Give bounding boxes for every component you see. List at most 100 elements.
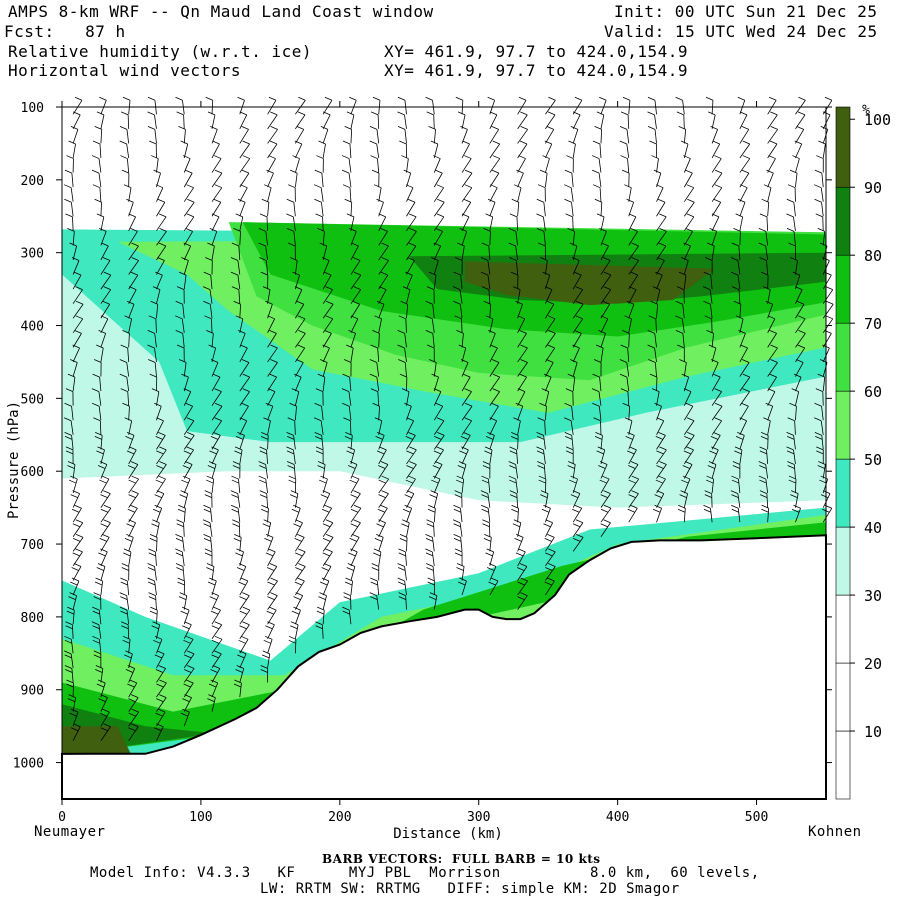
colorbar-label: 100 <box>864 111 891 129</box>
barb-staff <box>182 333 185 348</box>
wind-barb <box>460 359 469 377</box>
barb-staff <box>126 158 130 173</box>
wind-barb <box>156 213 167 232</box>
barb-staff <box>183 231 193 246</box>
barb-staff <box>627 347 630 362</box>
barb-flag <box>341 169 350 174</box>
barb-staff <box>156 274 163 290</box>
barb-flag <box>321 567 329 571</box>
barb-flag <box>517 581 525 586</box>
barb-flag <box>207 465 216 469</box>
barb-flag <box>425 537 434 542</box>
barb-flag <box>591 155 600 159</box>
barb-flag <box>205 257 213 261</box>
wind-barb <box>622 330 630 348</box>
barb-staff <box>572 143 576 159</box>
wind-barb <box>239 169 250 188</box>
barb-flag <box>322 490 330 494</box>
barb-flag <box>176 286 185 291</box>
barb-staff <box>488 289 491 304</box>
wind-barb <box>427 577 436 596</box>
barb-staff <box>294 420 296 435</box>
barb-flag <box>295 552 303 557</box>
barb-staff <box>628 216 637 232</box>
barb-flag <box>286 431 294 436</box>
barb-flag <box>147 563 155 567</box>
barb-flag <box>509 257 517 261</box>
barb-flag <box>288 475 296 480</box>
wind-barb <box>317 461 326 479</box>
barb-flag <box>210 126 218 130</box>
wind-barb <box>183 635 194 654</box>
barb-flag <box>67 465 75 469</box>
barb-flag <box>763 184 772 189</box>
barb-staff <box>154 566 157 581</box>
wind-barb <box>322 533 334 552</box>
y-tick-label: 1000 <box>13 757 44 772</box>
barb-flag <box>124 537 133 542</box>
barb-staff <box>100 697 108 712</box>
barb-staff <box>293 464 296 479</box>
wind-barb <box>787 417 796 435</box>
wind-barb <box>675 330 685 348</box>
barb-flag <box>427 508 436 513</box>
barb-flag <box>154 504 162 509</box>
barb-staff <box>322 566 332 581</box>
wind-barb <box>182 461 193 479</box>
wind-barb <box>147 577 157 596</box>
barb-flag <box>314 169 323 174</box>
barb-staff <box>128 231 138 246</box>
barb-flag <box>816 155 824 159</box>
wind-barb <box>125 665 136 683</box>
wind-barb <box>175 330 185 348</box>
wind-barb <box>759 446 769 464</box>
wind-barb <box>91 169 102 188</box>
barb-staff <box>406 464 417 479</box>
wind-barb <box>96 344 104 363</box>
barb-flag <box>770 359 778 363</box>
wind-barb <box>341 169 352 188</box>
barb-flag <box>69 242 77 247</box>
barb-flag <box>454 490 462 494</box>
wind-barb <box>155 665 166 683</box>
wind-barb <box>147 344 157 363</box>
barb-flag <box>520 592 528 596</box>
barb-flag <box>128 727 136 732</box>
wind-barb <box>96 563 106 581</box>
wind-barb <box>207 694 216 712</box>
barb-flag <box>547 111 556 116</box>
wind-barb <box>370 111 380 129</box>
barb-flag <box>290 490 299 494</box>
barb-flag <box>267 315 275 320</box>
barb-flag <box>433 242 441 247</box>
wind-barb <box>121 563 130 581</box>
wind-barb <box>710 431 721 450</box>
wind-barb <box>788 475 797 494</box>
barb-flag <box>591 388 600 393</box>
wind-barb <box>455 257 463 275</box>
barb-flag <box>94 581 103 586</box>
barb-flag <box>436 213 445 218</box>
wind-barb <box>627 504 638 523</box>
barb-staff <box>295 551 306 567</box>
barb-staff <box>489 435 495 450</box>
wind-barb <box>208 344 217 363</box>
wind-barb <box>67 373 76 392</box>
barb-flag <box>437 198 445 203</box>
barb-flag <box>492 140 500 145</box>
barb-flag <box>208 694 216 698</box>
barb-staff <box>183 143 189 159</box>
barb-staff <box>572 289 583 304</box>
wind-barb <box>489 373 501 392</box>
barb-staff <box>128 420 133 435</box>
barb-flag <box>348 552 356 557</box>
barb-staff <box>461 114 466 129</box>
barb-flag <box>622 96 631 101</box>
barb-flag <box>572 257 580 261</box>
wind-barb <box>399 140 407 158</box>
wind-barb <box>239 388 250 406</box>
barb-flag <box>741 359 750 363</box>
y-tick-label: 600 <box>21 465 44 480</box>
barb-flag <box>763 286 771 291</box>
barb-flag <box>735 213 743 218</box>
